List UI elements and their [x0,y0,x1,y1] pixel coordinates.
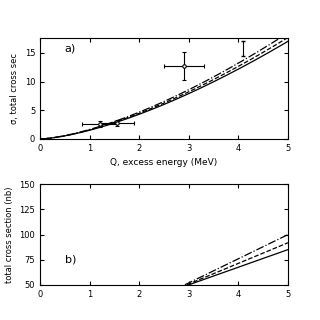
Y-axis label: σ, total cross sec: σ, total cross sec [10,53,19,124]
Text: b): b) [65,255,76,265]
Text: a): a) [65,44,76,53]
Y-axis label: total cross section (nb): total cross section (nb) [5,186,14,283]
X-axis label: Q, excess energy (MeV): Q, excess energy (MeV) [110,158,218,167]
